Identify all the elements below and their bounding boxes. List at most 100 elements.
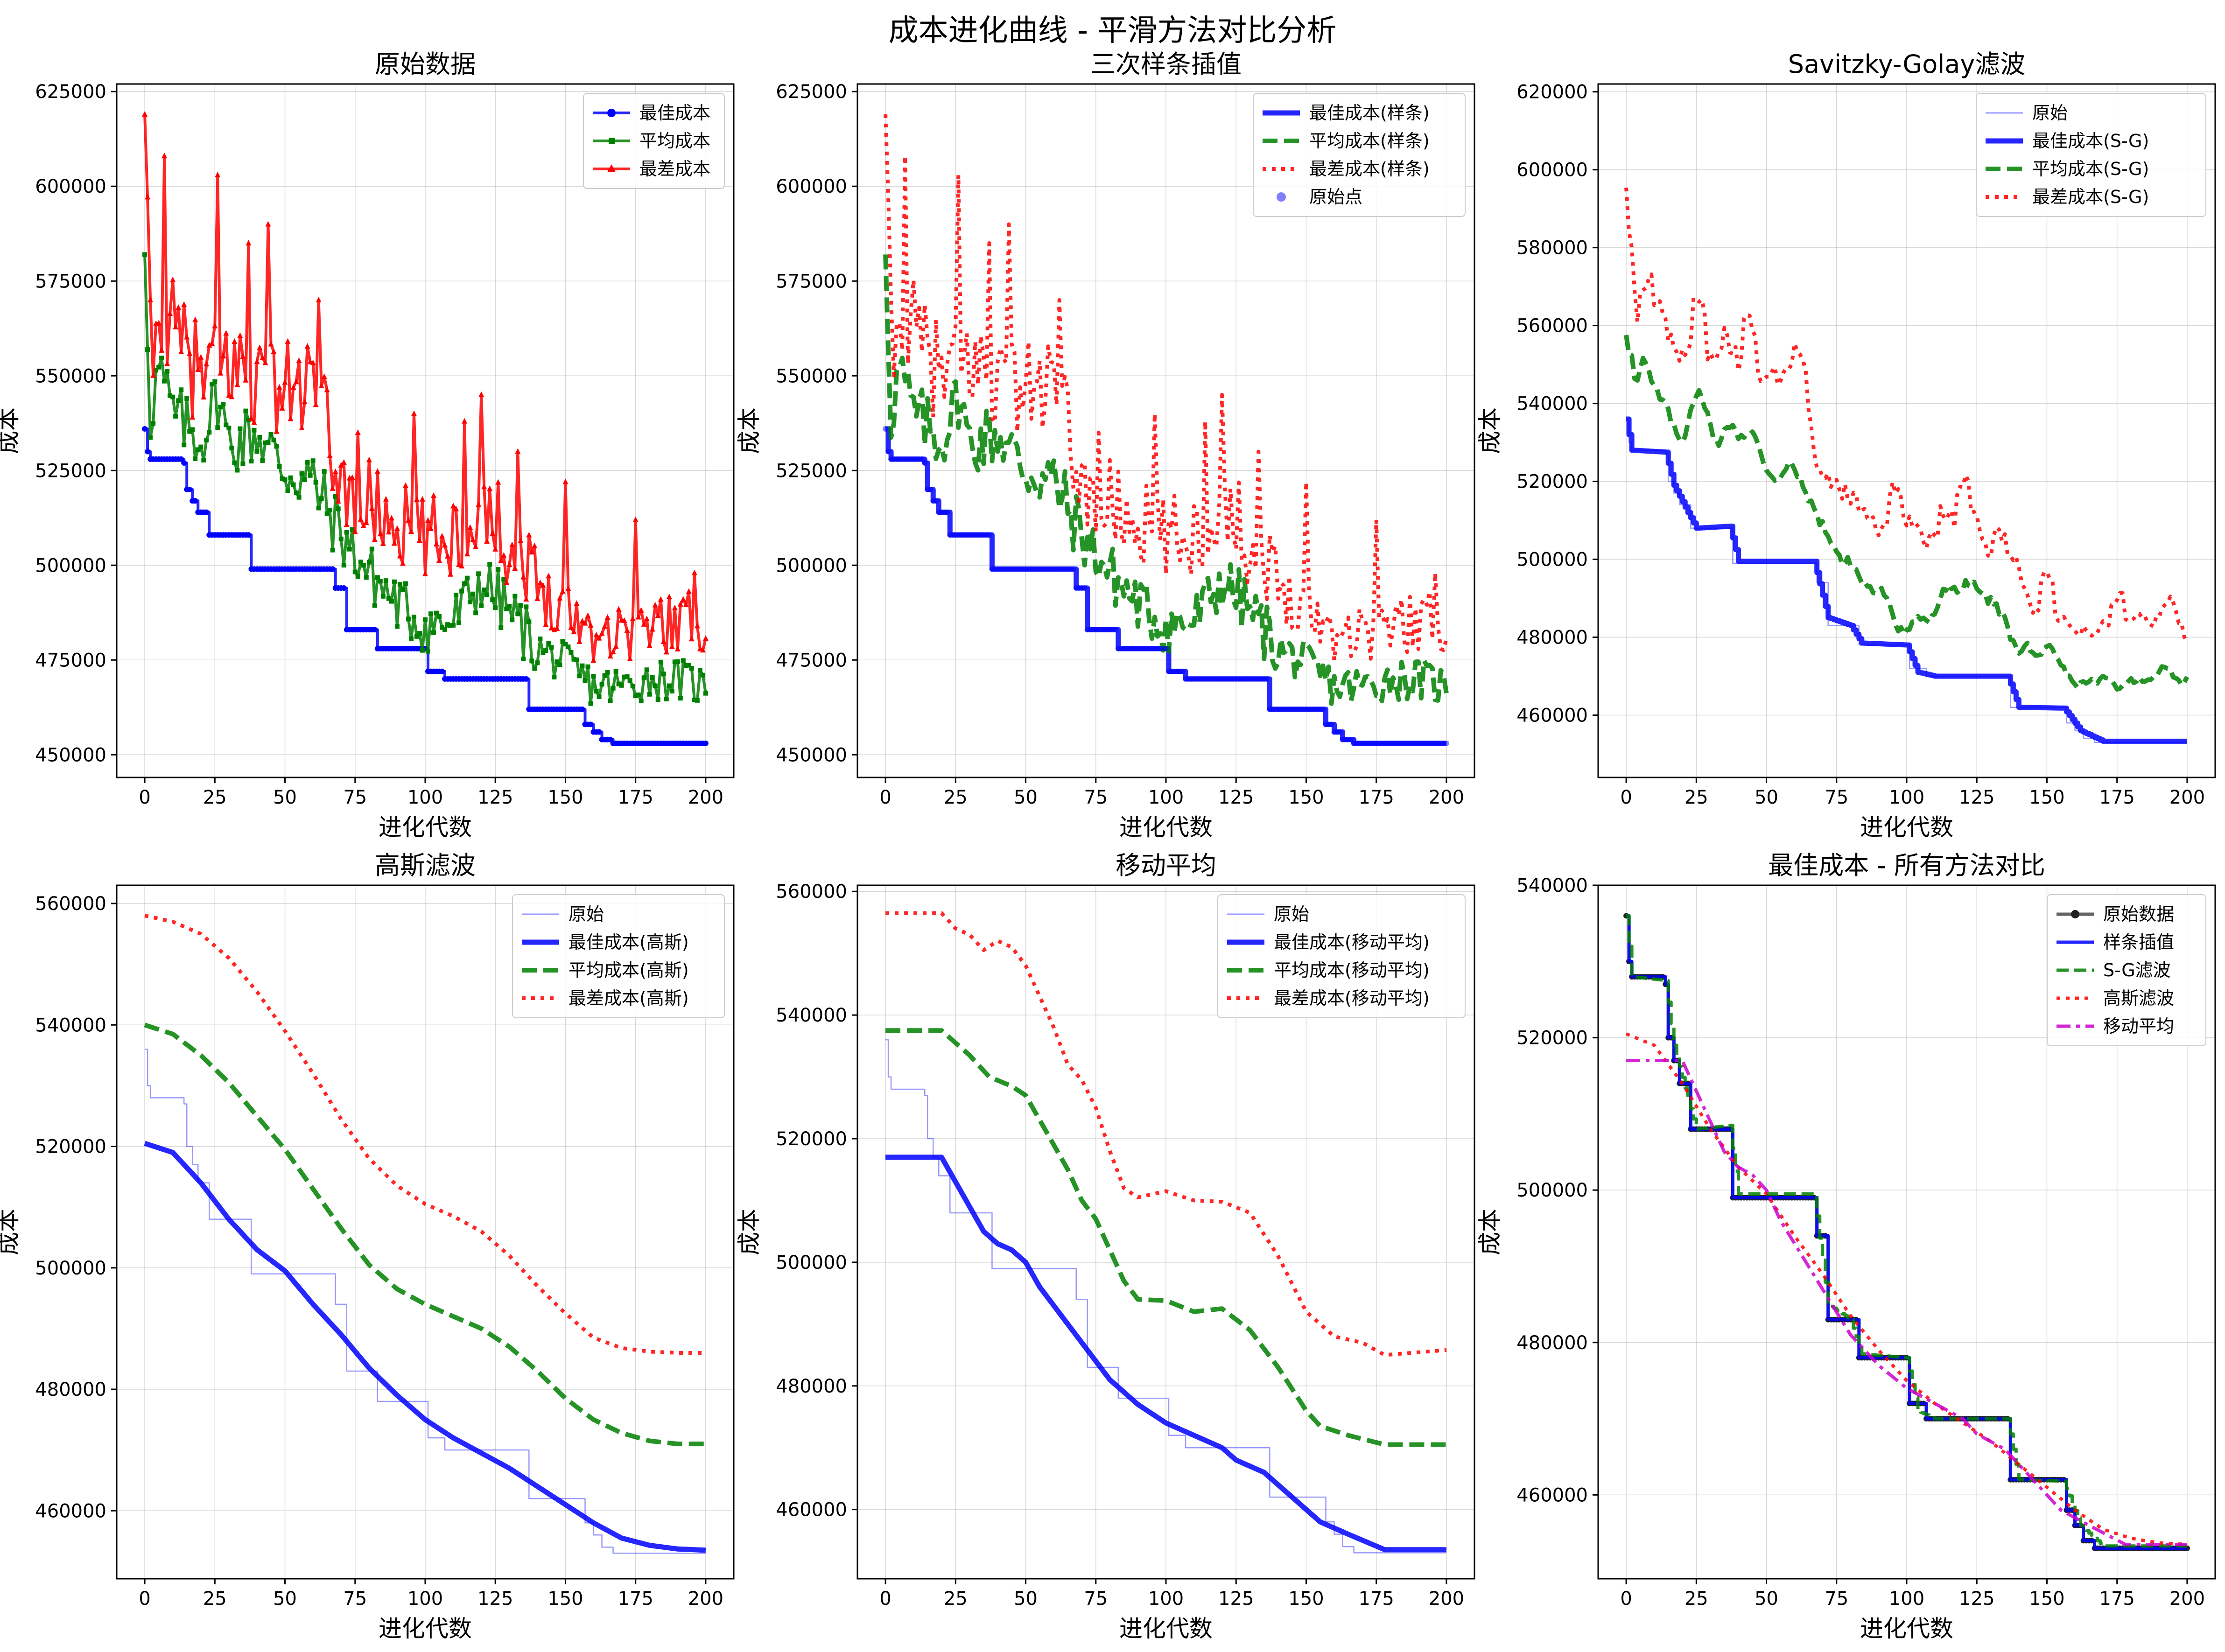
- legend-box: [1217, 894, 1466, 1018]
- marker: [599, 630, 605, 636]
- marker: [549, 645, 554, 650]
- marker: [515, 611, 520, 616]
- marker: [274, 428, 280, 434]
- y-tick-label: 625000: [776, 81, 847, 103]
- marker: [282, 379, 288, 385]
- series-line-2: [1626, 914, 2187, 1548]
- marker: [159, 356, 164, 361]
- marker: [243, 377, 249, 383]
- x-tick-label: 200: [688, 787, 723, 808]
- marker: [355, 574, 360, 579]
- marker: [571, 629, 577, 635]
- marker: [557, 662, 562, 667]
- x-tick-label: 125: [1959, 787, 1994, 808]
- marker: [605, 670, 610, 675]
- marker: [462, 581, 467, 586]
- y-tick-label: 540000: [1516, 875, 1588, 896]
- marker: [285, 488, 290, 493]
- marker: [173, 413, 178, 419]
- marker: [653, 683, 658, 688]
- marker: [271, 437, 276, 442]
- marker: [344, 521, 350, 527]
- marker: [538, 636, 543, 641]
- x-tick-label: 50: [1014, 787, 1038, 808]
- marker: [366, 456, 372, 462]
- legend-label: 最差成本(移动平均): [1274, 988, 1430, 1008]
- marker: [364, 575, 369, 580]
- x-tick-label: 100: [407, 787, 443, 808]
- y-tick-label: 540000: [35, 1015, 106, 1036]
- y-tick-label: 500000: [776, 555, 847, 576]
- marker: [526, 619, 532, 624]
- marker: [156, 320, 162, 326]
- marker: [445, 553, 451, 559]
- series-line-1: [883, 254, 1449, 706]
- marker: [689, 666, 694, 671]
- marker: [408, 636, 414, 641]
- marker: [218, 405, 223, 410]
- marker: [330, 566, 336, 572]
- marker: [154, 368, 159, 373]
- marker: [562, 478, 569, 484]
- y-tick-label: 525000: [776, 460, 847, 482]
- marker: [288, 475, 293, 480]
- marker: [237, 332, 243, 338]
- marker: [417, 631, 422, 636]
- marker: [688, 636, 695, 642]
- marker: [170, 276, 176, 282]
- legend: 最佳成本(样条) 平均成本(样条) 最差成本(样条) 原始点: [1253, 93, 1466, 217]
- marker: [238, 426, 243, 431]
- marker: [664, 696, 669, 701]
- marker: [596, 729, 602, 735]
- data-point: [927, 486, 934, 492]
- x-tick-label: 100: [1889, 787, 1924, 808]
- marker: [150, 372, 156, 378]
- marker: [611, 686, 616, 691]
- legend-label: 高斯滤波: [2103, 988, 2174, 1008]
- marker: [569, 650, 574, 655]
- marker: [313, 401, 319, 407]
- marker: [616, 606, 622, 612]
- series-line-4: [1626, 1059, 2187, 1547]
- marker: [481, 483, 487, 490]
- legend-label: 最佳成本(S-G): [2032, 131, 2149, 151]
- marker: [279, 405, 285, 411]
- marker: [187, 429, 192, 434]
- x-tick-label: 25: [944, 1588, 968, 1610]
- marker: [151, 421, 156, 426]
- x-axis-label: 进化代数: [1860, 814, 1953, 841]
- marker: [641, 675, 646, 680]
- y-tick-label: 575000: [776, 271, 847, 292]
- legend-label: S-G滤波: [2103, 960, 2171, 980]
- marker: [700, 672, 705, 678]
- marker: [168, 393, 173, 398]
- legend-label: 原始: [569, 904, 604, 924]
- marker: [453, 505, 459, 511]
- legend-label: 最佳成本(样条): [1309, 103, 1430, 123]
- marker: [518, 537, 524, 543]
- marker: [397, 582, 402, 587]
- marker: [372, 603, 377, 608]
- marker: [341, 459, 347, 465]
- series-line-3: [1625, 1032, 2188, 1547]
- marker: [506, 561, 512, 567]
- subplot-title: 最佳成本 - 所有方法对比: [1768, 851, 2045, 880]
- marker: [523, 596, 529, 602]
- marker: [479, 603, 484, 608]
- series-line-2: [144, 1022, 706, 1447]
- marker: [442, 627, 448, 632]
- y-axis-label: 成本: [1476, 407, 1503, 454]
- subplot-title: 三次样条插值: [1090, 49, 1242, 79]
- x-tick-label: 75: [1825, 787, 1848, 808]
- marker: [650, 675, 655, 680]
- marker: [613, 669, 618, 674]
- marker: [434, 541, 440, 547]
- marker: [330, 547, 335, 553]
- data-point: [1337, 729, 1343, 735]
- x-tick-label: 0: [139, 787, 150, 808]
- legend-label: 原始: [2032, 103, 2068, 123]
- marker: [523, 676, 529, 682]
- series-line-1: [1626, 416, 2187, 744]
- x-tick-label: 150: [547, 1588, 583, 1610]
